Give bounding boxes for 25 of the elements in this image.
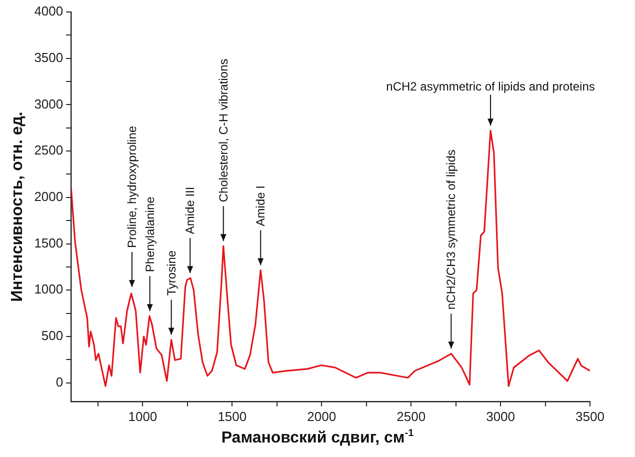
y-tick-label: 1500 [34, 235, 64, 250]
x-tick-label: 1500 [218, 408, 247, 424]
y-tick-label: 500 [41, 328, 64, 344]
y-tick-label: 2500 [34, 142, 64, 158]
annotation: Cholesterol, C-H vibrations [216, 58, 230, 202]
annotation: Amide I [254, 186, 268, 226]
x-axis-title: Рамановский сдвиг, см$^{-1}$ [220, 428, 415, 448]
y-tick-label: 2000 [34, 189, 64, 204]
y-tick-label: 3000 [34, 96, 64, 112]
y-tick-label: 4000 [34, 4, 64, 19]
y-tick-label: 3500 [34, 50, 64, 65]
x-tick-label: 2000 [307, 408, 336, 424]
annotation: Phenylalanine [142, 196, 157, 272]
annotation: Proline, hydroxyproline [124, 126, 139, 248]
y-tick-label: 0 [56, 374, 64, 390]
x-tick-label: 1000 [128, 408, 158, 424]
x-tick-label: 3000 [486, 408, 515, 424]
y-tick-label: 1000 [34, 282, 64, 297]
annotation: nCH2 asymmetric of lipids and proteins [386, 80, 595, 94]
annotation: Tyrosine [164, 250, 178, 296]
x-tick-label: 3500 [576, 408, 604, 424]
annotation: nCH2/CH3 symmetric of lipids [444, 150, 458, 310]
x-tick-label: 2500 [396, 408, 426, 424]
annotation: Amide III [183, 186, 198, 234]
y-axis-title: Интенсивность, отн. ед. [9, 112, 26, 302]
